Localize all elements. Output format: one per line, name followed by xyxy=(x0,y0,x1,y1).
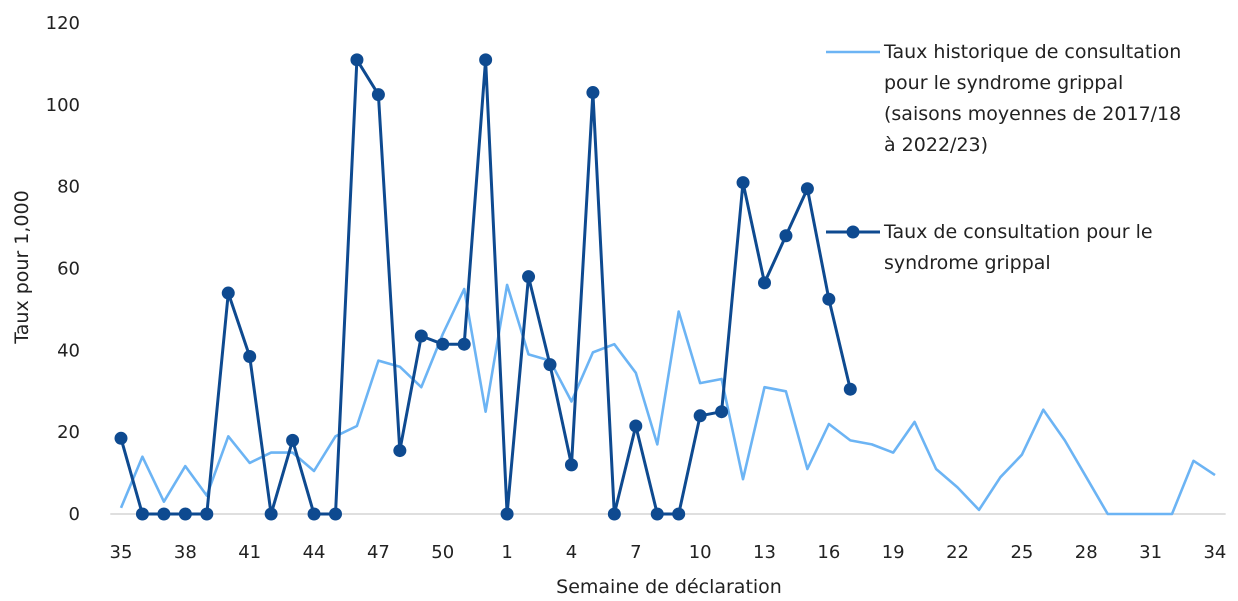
series-2-point xyxy=(607,507,621,521)
legend: Taux historique de consultation pour le s… xyxy=(826,41,1181,274)
series-2-point xyxy=(329,507,342,521)
x-tick-label: 47 xyxy=(367,542,390,563)
y-tick-label: 80 xyxy=(57,177,80,198)
x-tick-label: 25 xyxy=(1010,542,1033,563)
series-2-point xyxy=(736,176,750,190)
series-2-point xyxy=(393,444,407,458)
series-2-point xyxy=(157,507,171,521)
y-axis-ticks: 0 20 40 60 80 100 120 xyxy=(46,13,80,525)
x-tick-label: 35 xyxy=(110,542,133,563)
x-tick-label: 41 xyxy=(238,542,261,563)
y-tick-label: 40 xyxy=(57,340,80,361)
series-2-point xyxy=(436,337,450,351)
y-axis-title: Taux pour 1,000 xyxy=(11,190,33,344)
series-2-point xyxy=(672,507,686,521)
series-layer xyxy=(114,53,1216,521)
series-2-point xyxy=(843,382,857,396)
series-2-point xyxy=(564,458,578,472)
series-2-point xyxy=(114,431,128,445)
series-2-point xyxy=(629,419,643,433)
y-tick-label: 120 xyxy=(46,13,80,34)
series-2-point xyxy=(414,329,428,343)
y-tick-label: 60 xyxy=(57,259,80,280)
y-tick-label: 0 xyxy=(69,504,80,525)
series-2-point xyxy=(522,270,536,284)
series-2-point xyxy=(135,507,149,521)
series-2-point xyxy=(586,86,600,100)
x-tick-label: 38 xyxy=(174,542,197,563)
series-2-point xyxy=(779,229,793,243)
x-tick-label: 22 xyxy=(946,542,969,563)
series-2-point xyxy=(307,507,321,521)
series-line-1 xyxy=(119,283,1216,516)
x-tick-label: 4 xyxy=(566,542,577,563)
series-2-point xyxy=(650,507,664,521)
x-tick-label: 16 xyxy=(817,542,840,563)
series-2-point xyxy=(500,507,514,521)
x-tick-label: 13 xyxy=(753,542,776,563)
x-axis-ticks: 35 38 41 44 47 50 1 4 7 10 13 16 19 22 25 28 31 34 xyxy=(110,542,1227,563)
series-line-2 xyxy=(119,58,852,516)
series-2-point xyxy=(543,358,557,372)
legend-label-2: Taux de consultation pour le syndrome gri… xyxy=(883,221,1153,274)
series-2-point xyxy=(758,276,771,290)
series-2-point xyxy=(243,349,257,363)
series-2-point xyxy=(350,53,364,67)
x-axis-title: Semaine de déclaration xyxy=(556,576,782,598)
legend-marker-2 xyxy=(846,225,860,239)
series-2-point xyxy=(200,507,214,521)
series-2-point xyxy=(715,405,729,419)
y-tick-label: 20 xyxy=(57,422,80,443)
series-2-point xyxy=(693,409,707,423)
x-tick-label: 50 xyxy=(431,542,454,563)
x-tick-label: 1 xyxy=(501,542,512,563)
x-tick-label: 44 xyxy=(303,542,326,563)
series-2-point xyxy=(221,286,235,300)
x-tick-label: 7 xyxy=(630,542,641,563)
series-2-point xyxy=(479,53,493,67)
legend-label-1: Taux historique de consultation pour le s… xyxy=(883,41,1181,156)
series-2-point xyxy=(264,507,278,521)
x-tick-label: 19 xyxy=(882,542,905,563)
x-tick-label: 31 xyxy=(1139,542,1162,563)
x-tick-label: 10 xyxy=(689,542,712,563)
y-tick-label: 100 xyxy=(46,95,80,116)
series-2-point xyxy=(457,337,471,351)
series-2-point xyxy=(178,507,192,521)
series-2-point xyxy=(822,292,836,306)
series-2-point xyxy=(286,433,300,447)
series-2-point xyxy=(371,88,385,102)
x-tick-label: 34 xyxy=(1203,542,1226,563)
series-2-point xyxy=(800,182,814,196)
x-tick-label: 28 xyxy=(1075,542,1098,563)
